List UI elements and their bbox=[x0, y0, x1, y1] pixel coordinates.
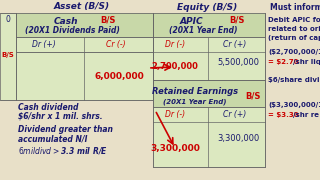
Bar bbox=[153, 13, 265, 80]
Text: Dividend greater than: Dividend greater than bbox=[18, 125, 113, 134]
Text: $6/share divi: $6/share divi bbox=[268, 77, 319, 83]
Text: 2,700,000: 2,700,000 bbox=[152, 62, 198, 71]
Text: Asset (B/S): Asset (B/S) bbox=[54, 3, 110, 12]
Text: 3,300,000: 3,300,000 bbox=[150, 143, 200, 152]
Text: 0: 0 bbox=[5, 15, 11, 24]
Text: B/S: B/S bbox=[100, 15, 116, 24]
Bar bbox=[0, 13, 16, 100]
Text: related to orig: related to orig bbox=[268, 26, 320, 32]
Text: (20X1 Dividends Paid): (20X1 Dividends Paid) bbox=[25, 26, 119, 35]
Bar bbox=[16, 13, 153, 100]
Text: Must inform s: Must inform s bbox=[270, 3, 320, 12]
Text: (20X1 Year End): (20X1 Year End) bbox=[169, 26, 237, 35]
Text: $6/shr x 1 mil. shrs.: $6/shr x 1 mil. shrs. bbox=[18, 111, 103, 120]
Text: (return of cap): (return of cap) bbox=[268, 35, 320, 41]
Text: Dr (-): Dr (-) bbox=[165, 111, 185, 120]
Text: Equity (B/S): Equity (B/S) bbox=[177, 3, 237, 12]
Text: = $2.70: = $2.70 bbox=[268, 59, 299, 65]
Text: $6 mil divd > $3.3 mil R/E: $6 mil divd > $3.3 mil R/E bbox=[18, 145, 108, 156]
Bar bbox=[16, 37, 153, 52]
Text: Dr (-): Dr (-) bbox=[165, 40, 185, 50]
Bar bbox=[153, 80, 265, 167]
Bar bbox=[153, 13, 265, 37]
Bar bbox=[16, 13, 153, 37]
Text: /shr liq: /shr liq bbox=[293, 59, 320, 65]
Text: Cash dividend: Cash dividend bbox=[18, 102, 78, 111]
Text: accumulated N/I: accumulated N/I bbox=[18, 134, 87, 143]
Text: = $3.30: = $3.30 bbox=[268, 112, 299, 118]
Text: B/S: B/S bbox=[229, 15, 245, 24]
Text: Retained Earnings: Retained Earnings bbox=[152, 87, 238, 96]
Text: (20X1 Year End): (20X1 Year End) bbox=[163, 99, 227, 105]
Text: ($2,700,000/1: ($2,700,000/1 bbox=[268, 49, 320, 55]
Text: 6,000,000: 6,000,000 bbox=[94, 71, 144, 80]
Text: Cash: Cash bbox=[54, 17, 78, 26]
Text: APIC: APIC bbox=[179, 17, 203, 26]
Text: /shr re: /shr re bbox=[293, 112, 319, 118]
Text: Dr (+): Dr (+) bbox=[32, 40, 56, 50]
Text: Debit APIC fo: Debit APIC fo bbox=[268, 17, 320, 23]
Text: B/S: B/S bbox=[2, 52, 14, 58]
Text: ($3,300,000/1: ($3,300,000/1 bbox=[268, 102, 320, 108]
Text: Cr (-): Cr (-) bbox=[106, 40, 126, 50]
Text: B/S: B/S bbox=[245, 91, 261, 100]
Circle shape bbox=[138, 57, 168, 87]
Bar bbox=[153, 80, 265, 107]
Text: 5,500,000: 5,500,000 bbox=[217, 57, 259, 66]
Text: Cr (+): Cr (+) bbox=[223, 40, 247, 50]
Text: Cr (+): Cr (+) bbox=[223, 111, 247, 120]
Text: 3,300,000: 3,300,000 bbox=[217, 134, 259, 143]
